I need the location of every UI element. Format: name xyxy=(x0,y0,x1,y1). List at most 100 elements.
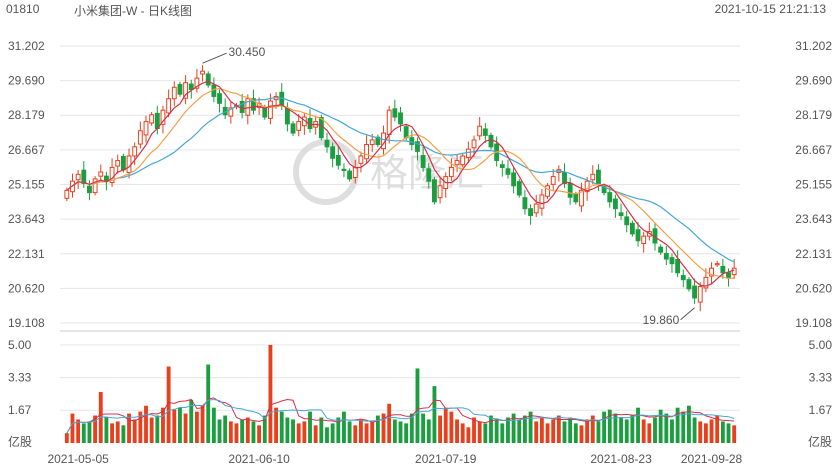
candle xyxy=(482,123,488,143)
candle xyxy=(680,269,686,288)
candle xyxy=(335,146,341,170)
volume-bar xyxy=(681,411,686,443)
candle xyxy=(109,158,115,187)
volume-bar xyxy=(347,421,352,443)
volume-bar xyxy=(415,368,420,443)
candle-body xyxy=(533,203,539,214)
candle-body xyxy=(516,181,522,196)
volume-bar xyxy=(302,421,307,443)
volume-bar xyxy=(76,419,81,443)
vol-unit-right: 亿股 xyxy=(808,434,832,449)
candle xyxy=(415,137,420,161)
chart-title: 小米集团-W - 日K线图 xyxy=(74,4,192,18)
volume-bar xyxy=(636,407,640,443)
volume-bar xyxy=(398,421,403,443)
volume-bar xyxy=(138,411,143,443)
candle-body xyxy=(579,189,584,207)
volume-bar xyxy=(206,364,211,443)
candle-body xyxy=(120,155,126,171)
candle xyxy=(290,121,296,136)
y-tick-label-right: 29.690 xyxy=(795,74,832,88)
candle-body xyxy=(432,179,437,203)
candle-body xyxy=(415,141,420,152)
candle-body xyxy=(528,208,533,217)
volume-bar xyxy=(602,411,607,443)
candle-body xyxy=(669,257,675,265)
candle-body xyxy=(166,98,172,114)
candle xyxy=(448,158,454,181)
candle-body xyxy=(460,155,466,166)
candle xyxy=(392,99,398,122)
candle-body xyxy=(618,212,624,217)
volume-bar xyxy=(223,415,228,443)
volume-bar xyxy=(421,413,426,443)
candle-body xyxy=(703,276,709,289)
candle-body xyxy=(160,109,166,125)
candle xyxy=(590,165,596,185)
vol-tick-label-right: 3.33 xyxy=(809,371,833,385)
volume-bar xyxy=(358,419,363,443)
price-grid: 31.202 31.202 29.690 29.690 28.179 28.179 26.6… xyxy=(8,39,832,330)
candle-body xyxy=(601,185,607,194)
candle-body xyxy=(550,176,556,185)
candle xyxy=(166,89,172,118)
candle-body xyxy=(731,267,737,276)
volume-bar xyxy=(387,403,392,443)
annotation-label: 19.860 xyxy=(643,313,680,327)
candle-body xyxy=(596,169,601,184)
candle xyxy=(358,151,364,173)
candle-body xyxy=(132,146,138,157)
vol-tick-label-right: 1.67 xyxy=(809,403,833,417)
y-tick-label-left: 26.667 xyxy=(8,143,45,157)
candle-body xyxy=(448,166,454,178)
candle-body xyxy=(499,164,505,168)
ma10-line xyxy=(66,87,735,280)
volume-bar xyxy=(279,411,284,443)
candle-body xyxy=(330,146,336,159)
volume-bar xyxy=(658,409,663,443)
watermark: 格隆汇 xyxy=(293,139,484,205)
candle xyxy=(545,183,550,200)
volume-bar xyxy=(624,419,629,443)
volume-bar xyxy=(274,407,279,443)
volume-bar xyxy=(426,419,431,443)
x-tick-label: 2021-07-19 xyxy=(415,452,477,466)
candle xyxy=(251,89,256,115)
volume-bar xyxy=(268,344,273,443)
candle xyxy=(686,276,692,292)
candle-body xyxy=(228,107,234,117)
y-tick-label-right: 31.202 xyxy=(795,39,832,53)
y-tick-label-left: 20.620 xyxy=(8,281,45,295)
candle-body xyxy=(562,171,567,184)
candle xyxy=(511,166,517,194)
volume-bar xyxy=(489,415,493,443)
candle xyxy=(499,160,505,177)
candle xyxy=(149,112,155,126)
y-tick-label-left: 22.131 xyxy=(8,247,45,261)
candle xyxy=(409,130,415,151)
volume-bar xyxy=(726,423,731,443)
candle xyxy=(307,109,313,133)
volume-bar xyxy=(539,417,544,443)
candle xyxy=(562,163,567,188)
y-tick-label-right: 25.155 xyxy=(795,178,832,192)
candle xyxy=(697,282,703,312)
candle-body xyxy=(573,193,579,203)
volume-bar xyxy=(466,427,471,443)
candle-body xyxy=(109,166,115,184)
vol-tick-label-left: 3.33 xyxy=(8,371,32,385)
volume-bar xyxy=(155,415,160,443)
candle xyxy=(533,194,539,218)
volume-bar xyxy=(522,415,527,443)
candle xyxy=(177,81,183,97)
candle xyxy=(228,101,234,124)
watermark-logo xyxy=(293,139,359,205)
candle-body xyxy=(188,83,194,91)
volume-bar xyxy=(732,425,737,443)
candle xyxy=(567,177,573,205)
candle xyxy=(641,231,647,253)
candle xyxy=(539,188,545,216)
low-annotation: 19.860 xyxy=(643,307,695,327)
candle xyxy=(341,163,347,178)
